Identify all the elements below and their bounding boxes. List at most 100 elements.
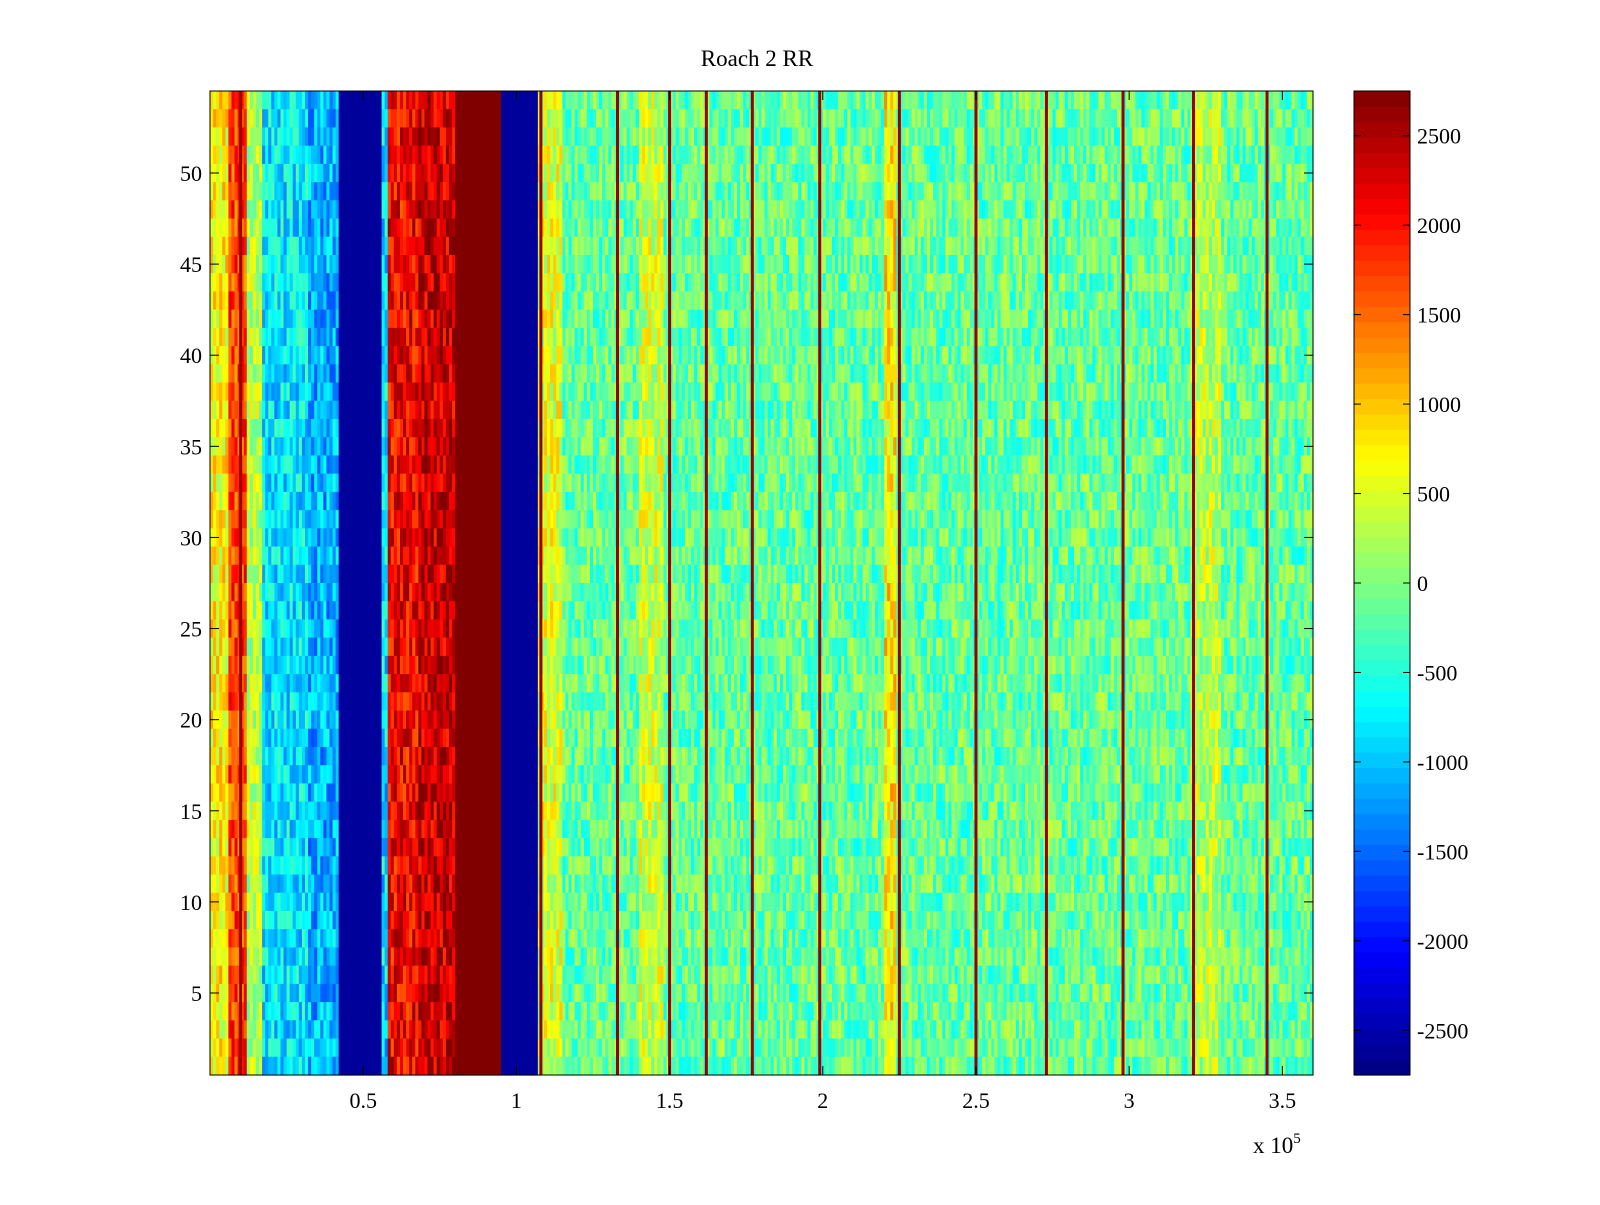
- heatmap-cell: [930, 327, 934, 347]
- heatmap-cell: [599, 163, 603, 183]
- heatmap-cell: [752, 309, 756, 329]
- heatmap-cell: [1254, 163, 1259, 183]
- heatmap-cell: [381, 127, 386, 147]
- heatmap-cell: [1172, 218, 1176, 238]
- heatmap-cell: [289, 273, 294, 293]
- heatmap-cell: [234, 91, 239, 110]
- heatmap-cell: [819, 255, 824, 274]
- heatmap-cell: [599, 327, 603, 347]
- heatmap-cell: [381, 145, 386, 165]
- heatmap-cell: [933, 127, 937, 147]
- heatmap-cell: [323, 109, 328, 129]
- heatmap-cell: [292, 145, 297, 165]
- heatmap-cell: [320, 309, 324, 329]
- heatmap-cell: [381, 309, 386, 329]
- heatmap-cell: [1000, 291, 1005, 311]
- heatmap-cell: [1309, 309, 1314, 329]
- heatmap-cell: [1260, 145, 1265, 165]
- heatmap-cell: [412, 109, 416, 129]
- heatmap-cell: [1288, 145, 1293, 165]
- heatmap-cell: [1080, 163, 1084, 183]
- heatmap-cell: [1159, 200, 1164, 220]
- heatmap-cell: [222, 91, 226, 110]
- heatmap-cell: [1092, 163, 1097, 183]
- heatmap-cell: [504, 145, 508, 165]
- heatmap-cell: [1165, 182, 1170, 201]
- heatmap-cell: [1018, 163, 1023, 183]
- heatmap-cell: [1245, 182, 1250, 201]
- heatmap-cell: [1276, 145, 1280, 165]
- heatmap-cell: [519, 273, 524, 293]
- heatmap-cell: [1156, 127, 1161, 147]
- heatmap-cell: [344, 273, 349, 293]
- heatmap-cell: [488, 182, 493, 201]
- heatmap-cell: [1141, 145, 1146, 165]
- heatmap-cell: [1150, 236, 1155, 256]
- heatmap-cell: [933, 236, 937, 256]
- heatmap-cell: [764, 218, 769, 238]
- heatmap-cell: [1260, 309, 1265, 329]
- heatmap-cell: [540, 163, 545, 183]
- heatmap-cell: [519, 127, 524, 147]
- heatmap-cell: [464, 91, 468, 110]
- heatmap-cell: [795, 218, 799, 238]
- heatmap-cell: [648, 291, 652, 311]
- heatmap-cell: [387, 127, 392, 147]
- heatmap-cell: [323, 255, 328, 274]
- heatmap-cell: [1058, 218, 1063, 238]
- heatmap-cell: [859, 91, 864, 110]
- heatmap-cell: [1165, 200, 1170, 220]
- heatmap-cell: [902, 182, 907, 201]
- heatmap-cell: [1000, 273, 1005, 293]
- heatmap-cell: [966, 327, 971, 347]
- heatmap-cell: [519, 218, 524, 238]
- heatmap-cell: [936, 327, 940, 347]
- heatmap-cell: [1297, 182, 1302, 201]
- heatmap-cell: [1135, 255, 1139, 274]
- heatmap-cell: [1110, 309, 1115, 329]
- heatmap-cell: [589, 255, 594, 274]
- heatmap-cell: [329, 255, 334, 274]
- heatmap-cell: [1285, 127, 1290, 147]
- heatmap-cell: [687, 200, 692, 220]
- heatmap-cell: [366, 109, 370, 129]
- heatmap-cell: [605, 91, 609, 110]
- heatmap-cell: [1159, 255, 1164, 274]
- heatmap-cell: [706, 327, 711, 347]
- heatmap-cell: [675, 200, 680, 220]
- heatmap-cell: [1169, 291, 1173, 311]
- heatmap-cell: [599, 236, 603, 256]
- heatmap-cell: [1227, 163, 1231, 183]
- heatmap-cell: [1205, 182, 1210, 201]
- heatmap-cell: [1181, 145, 1185, 165]
- heatmap-cell: [210, 145, 214, 165]
- heatmap-cell: [580, 109, 585, 129]
- heatmap-cell: [792, 255, 796, 274]
- heatmap-cell: [920, 109, 925, 129]
- heatmap-cell: [657, 145, 661, 165]
- heatmap-cell: [286, 200, 291, 220]
- heatmap-cell: [1110, 255, 1115, 274]
- heatmap-cell: [982, 327, 986, 347]
- heatmap-cell: [292, 91, 297, 110]
- heatmap-cell: [592, 127, 597, 147]
- heatmap-cell: [1279, 200, 1283, 220]
- heatmap-cell: [574, 91, 579, 110]
- heatmap-cell: [1141, 327, 1146, 347]
- heatmap-cell: [752, 200, 756, 220]
- heatmap-cell: [1098, 218, 1103, 238]
- heatmap-cell: [966, 127, 971, 147]
- heatmap-cell: [684, 327, 689, 347]
- heatmap-cell: [1074, 291, 1078, 311]
- heatmap-cell: [277, 236, 282, 256]
- heatmap-cell: [1199, 109, 1204, 129]
- heatmap-cell: [252, 109, 257, 129]
- heatmap-cell: [718, 327, 723, 347]
- heatmap-cell: [369, 236, 373, 256]
- heatmap-cell: [957, 218, 962, 238]
- heatmap-cell: [724, 163, 729, 183]
- heatmap-cell: [893, 91, 897, 110]
- heatmap-cell: [1239, 273, 1244, 293]
- heatmap-cell: [782, 309, 787, 329]
- heatmap-cell: [308, 327, 312, 347]
